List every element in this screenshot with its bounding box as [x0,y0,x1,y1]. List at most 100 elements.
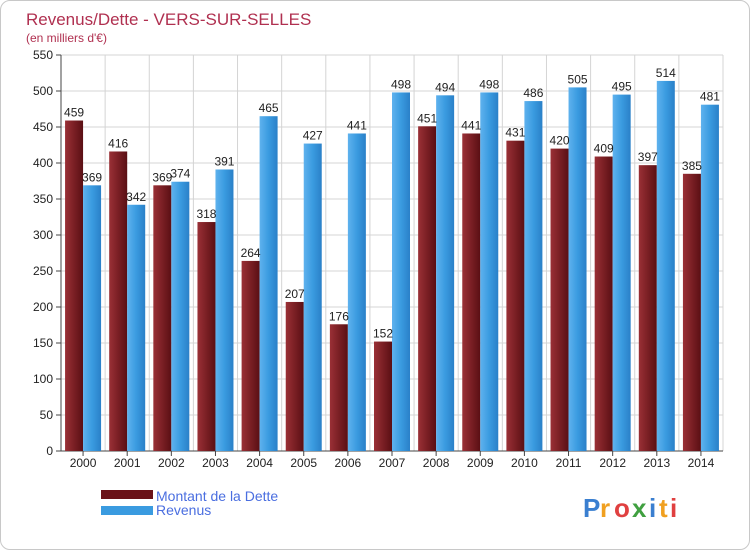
bar-debt-2002 [153,185,172,451]
logo-letter: o [614,493,631,523]
data-label-revenus-2003: 391 [214,154,234,168]
bar-revenus-2008 [436,95,455,451]
x-tick-label-2008: 2008 [423,456,450,470]
bar-revenus-2009 [480,92,499,451]
bar-revenus-2004 [259,116,278,451]
x-tick-label-2012: 2012 [599,456,626,470]
x-tick-label-2004: 2004 [246,456,273,470]
data-label-revenus-2007: 498 [391,77,411,91]
y-tick-label: 500 [33,84,53,98]
logo-letter: i [649,493,657,523]
data-label-debt-2006: 176 [329,309,349,323]
data-label-debt-2000: 459 [64,106,84,120]
x-tick-label-2005: 2005 [290,456,317,470]
bar-revenus-2007 [392,92,410,451]
x-tick-label-2011: 2011 [556,456,582,470]
data-label-revenus-2011: 505 [568,72,588,86]
data-label-debt-2002: 369 [152,170,172,184]
data-label-revenus-2002: 374 [170,167,190,181]
data-label-debt-2010: 431 [505,126,525,140]
y-tick-label: 200 [33,300,53,314]
chart-subtitle: (en milliers d'€) [26,31,107,45]
y-tick-label: 100 [33,372,53,386]
bar-debt-2009 [462,133,481,452]
legend: Montant de la Dette Revenus [101,488,278,518]
logo-letter: t [659,493,669,523]
y-tick-label: 450 [33,120,53,134]
data-label-revenus-2014: 481 [700,90,720,104]
bar-revenus-2000 [83,185,102,451]
data-label-debt-2003: 318 [196,207,216,221]
bar-revenus-2003 [215,169,234,452]
bar-revenus-2001 [127,204,146,451]
data-label-revenus-2001: 342 [126,190,146,204]
legend-swatch-revenus [101,506,153,515]
data-label-debt-2013: 397 [638,150,658,164]
bar-revenus-2012 [612,94,631,451]
bar-debt-2011 [550,148,569,451]
data-label-revenus-2013: 514 [656,66,676,80]
bar-revenus-2006 [347,133,366,452]
bar-debt-2000 [65,120,84,452]
data-label-revenus-2009: 498 [479,77,499,91]
data-label-debt-2014: 385 [682,159,702,173]
bar-revenus-2014 [700,104,719,452]
data-label-debt-2001: 416 [108,136,128,150]
legend-label-revenus: Revenus [156,502,211,518]
bar-debt-2010 [506,140,525,451]
bar-debt-2004 [241,260,260,451]
x-tick-label-2009: 2009 [467,456,494,470]
y-tick-label: 0 [46,444,53,458]
x-tick-label-2010: 2010 [511,456,538,470]
data-label-debt-2005: 207 [285,287,305,301]
data-label-debt-2012: 409 [594,142,614,156]
y-tick-label: 350 [33,192,53,206]
logo-letter: r [600,493,611,523]
bar-debt-2003 [197,222,216,451]
data-label-revenus-2005: 427 [303,129,323,143]
data-label-revenus-2012: 495 [612,80,632,94]
chart-title: Revenus/Dette - VERS-SUR-SELLES [26,10,311,29]
x-tick-label-2000: 2000 [70,456,97,470]
bar-debt-2001 [109,151,128,452]
data-label-revenus-2006: 441 [347,118,367,132]
x-axis: 2000 2001 2002 2003 2004 2005 2006 2007 2008 2009… [70,451,715,470]
y-tick-label: 550 [33,48,53,62]
data-label-debt-2007: 152 [373,327,393,341]
bar-debt-2005 [285,301,304,451]
x-tick-label-2014: 2014 [688,456,715,470]
data-label-revenus-2008: 494 [435,80,455,94]
bar-revenus-2005 [303,143,322,451]
x-tick-label-2006: 2006 [335,456,362,470]
bar-debt-2007 [374,341,392,451]
data-labels: 4593694163423693743183912644652074271764… [64,66,720,341]
bar-revenus-2010 [524,101,543,451]
bar-debt-2013 [638,165,657,451]
data-label-revenus-2004: 465 [259,101,279,115]
x-tick-label-2002: 2002 [158,456,185,470]
proxiti-logo: Pr o x i t i [583,493,678,523]
data-label-revenus-2000: 369 [82,170,102,184]
y-tick-label: 250 [33,264,53,278]
y-tick-label: 300 [33,228,53,242]
bar-debt-2014 [682,173,701,452]
y-tick-label: 50 [40,408,54,422]
logo-letter: x [632,493,647,523]
logo-letter: i [670,493,678,523]
logo-letter: P [583,493,601,523]
bar-revenus-2013 [656,80,675,452]
legend-swatch-debt [101,490,153,499]
x-tick-label-2001: 2001 [114,456,141,470]
bar-revenus-2002 [171,181,190,451]
x-tick-label-2003: 2003 [202,456,229,470]
y-tick-label: 400 [33,156,53,170]
y-tick-label: 150 [33,336,53,350]
x-tick-label-2007: 2007 [379,456,406,470]
bars [65,80,719,452]
bar-debt-2012 [594,156,613,451]
bar-revenus-2011 [568,87,587,452]
data-label-debt-2009: 441 [461,118,481,132]
data-label-debt-2011: 420 [550,134,570,148]
